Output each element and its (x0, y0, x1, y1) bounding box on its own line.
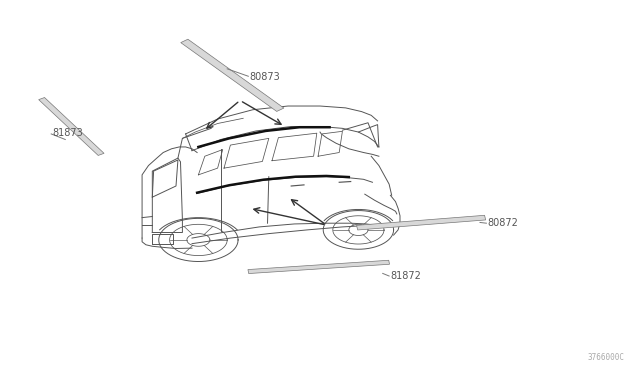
Text: 80872: 80872 (488, 218, 518, 228)
Polygon shape (38, 97, 104, 155)
Text: 81873: 81873 (52, 128, 83, 138)
Text: 3766000C: 3766000C (587, 353, 624, 362)
Polygon shape (248, 260, 390, 273)
Polygon shape (180, 39, 284, 112)
Polygon shape (356, 215, 486, 230)
Text: 81872: 81872 (390, 271, 421, 281)
Text: 80873: 80873 (250, 72, 280, 82)
